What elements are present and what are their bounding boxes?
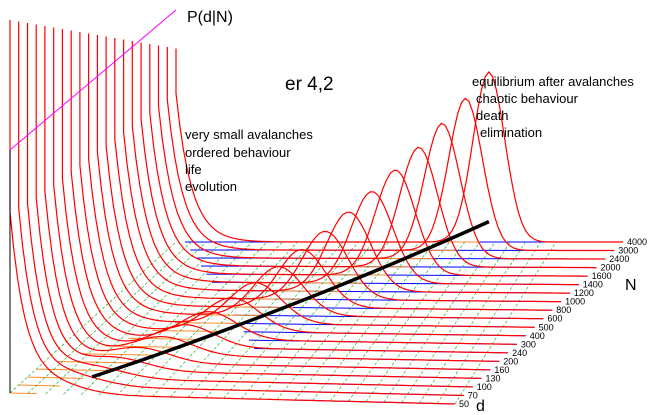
floor-grid-line [401,241,511,403]
annotation-right-4: elimination [480,125,542,140]
floor-grid-line [312,241,435,401]
n-tick-1400: 1400 [583,280,603,290]
floor-patch-line [18,384,60,387]
floor-patch-line [27,376,84,379]
floor-grid-line [98,241,253,396]
curve-n-1600 [140,42,588,277]
floor-grid-line [63,241,222,395]
floor-patch-line [198,314,270,317]
curve-n-50 [9,20,456,405]
floor-grid-line [45,241,207,395]
floor-grid-line [436,241,542,404]
floor-patch-line [9,392,37,395]
n-axis-label: N [625,277,637,294]
floor-grid-line [383,241,496,403]
n-tick-3000: 3000 [618,246,638,256]
floor-grid-line [347,241,466,402]
n-tick-160: 160 [494,365,509,375]
curve-n-130 [35,24,482,379]
curve-n-1400 [131,41,579,286]
left-annotation: very small avalanches ordered behaviour … [185,127,313,194]
floor-grid-line [294,241,420,401]
curve-n-3000 [166,47,615,252]
annotation-right-1: equilibrium after avalanches [472,74,634,89]
floor-grid-line [241,241,374,399]
floor-grid-line [258,241,390,400]
probability-curves [9,9,623,405]
annotation-left-1: very small avalanches [185,127,313,142]
chart-title: er 4,2 [285,74,334,95]
n-tick-1200: 1200 [574,288,594,298]
floor-grid-line [9,241,177,394]
n-tick-130: 130 [486,373,501,383]
floor-grid-line [276,241,405,400]
annotation-left-4: evolution [185,179,237,194]
d-axis-label: d [476,398,485,415]
n-tick-50: 50 [459,399,469,409]
floor-patch-line [81,353,154,356]
curve-n-300 [70,30,517,345]
floor-patch-line [58,360,130,364]
ridge-line [91,220,490,379]
annotation-left-2: ordered behaviour [185,145,291,160]
n-tick-100: 100 [477,382,492,392]
curve-n-600 [96,35,544,320]
curve-n-2000 [149,44,597,269]
floor-grid-line [454,241,557,405]
curve-n-160 [44,26,491,371]
n-tick-4000: 4000 [627,237,647,247]
curve-n-500 [87,33,535,328]
floor-grid-line [419,241,526,404]
curve-n-100 [26,23,473,388]
floor-grid-line [134,241,283,397]
n-tick-240: 240 [512,348,527,358]
curve-n-200 [53,27,500,362]
n-tick-500: 500 [539,322,554,332]
curve-n-400 [79,32,526,337]
floor-grid-line [330,241,450,402]
n-tick-2400: 2400 [609,254,629,264]
z-axis-label: P(d|N) [187,9,233,26]
curve-n-1000 [114,38,562,303]
n-tick-300: 300 [521,339,536,349]
floor-grid-line [223,241,359,399]
annotation-left-3: life [185,162,202,177]
curve-n-240 [61,29,509,354]
n-tick-400: 400 [530,331,545,341]
n-tick-200: 200 [503,356,518,366]
n-tick-1600: 1600 [592,271,612,281]
floor-grid-line [365,241,481,402]
n-tick-labels: 5070100130160200240300400500600800100012… [459,237,647,409]
curve-n-2400 [157,45,606,260]
n-tick-2000: 2000 [601,263,621,273]
annotation-right-2: chaotic behaviour [476,91,579,106]
floor-grid-line [80,241,238,395]
right-annotation: equilibrium after avalanches chaotic beh… [472,74,634,140]
wall-edge [9,9,177,151]
n-tick-70: 70 [468,391,478,401]
n-tick-800: 800 [556,305,571,315]
curve-n-70 [18,21,464,397]
floor-grid-line [27,241,192,394]
curve-n-800 [105,36,553,311]
curve-n-1200 [122,39,570,294]
floor-grid-line [116,241,268,396]
n-tick-1000: 1000 [565,297,585,307]
annotation-right-3: death [476,108,509,123]
n-tick-600: 600 [547,314,562,324]
ridge-path [91,220,490,379]
floor-grid-line [169,241,314,398]
